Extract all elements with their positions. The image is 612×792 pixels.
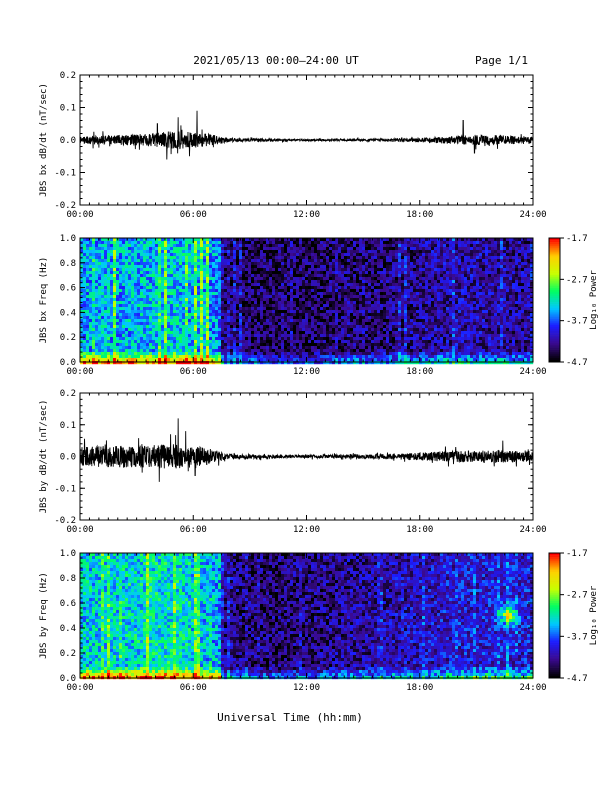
x-tick-label: 12:00: [293, 367, 320, 377]
y-tick-label: 1.0: [60, 549, 76, 559]
x-axis: 00:00 06:00 12:00 18:00 24:00: [66, 553, 547, 693]
x-tick-label: 18:00: [406, 525, 433, 535]
spectrogram-cells: [80, 238, 534, 365]
y-tick-label: -0.2: [54, 516, 76, 526]
x-tick-label: 00:00: [66, 367, 93, 377]
panel-3: 00:00 06:00 12:00 18:00 24:00 0.2 0.1 0.0 -0.1 -0…: [39, 389, 547, 535]
spectrogram-cells: [80, 553, 534, 680]
y-axis-label: JBS bx dB/dt (nT/sec): [39, 83, 49, 197]
colorbar-tick-label: -2.7: [566, 591, 588, 601]
y-tick-label: 0.1: [60, 104, 76, 114]
colorbar-tick-label: -1.7: [566, 549, 588, 559]
colorbar-tick-label: -2.7: [566, 275, 588, 285]
colorbar-tick-label: -4.7: [566, 358, 588, 368]
y-axis: 1.0 0.8 0.6 0.4 0.2 0.0: [60, 549, 533, 684]
y-tick-label: -0.1: [54, 169, 76, 179]
x-tick-label: 06:00: [180, 210, 207, 220]
colorbar-tick-label: -1.7: [566, 234, 588, 244]
x-tick-label: 00:00: [66, 525, 93, 535]
y-tick-label: 0.0: [60, 453, 76, 463]
y-tick-label: 0.4: [60, 624, 76, 634]
y-axis-label: JBS bx Freq (Hz): [39, 257, 49, 344]
x-tick-label: 18:00: [406, 367, 433, 377]
y-tick-label: 0.2: [60, 389, 76, 399]
y-axis: 1.0 0.8 0.6 0.4 0.2 0.0: [60, 234, 533, 368]
x-axis: 00:00 06:00 12:00 18:00 24:00: [66, 393, 547, 535]
x-tick-label: 12:00: [293, 525, 320, 535]
y-axis-label: JBS by dB/dt (nT/sec): [39, 400, 49, 514]
y-tick-label: 0.6: [60, 599, 76, 609]
x-tick-label: 06:00: [180, 367, 207, 377]
y-tick-label: 0.8: [60, 574, 76, 584]
y-tick-label: -0.2: [54, 201, 76, 211]
y-tick-label: 0.6: [60, 284, 76, 294]
panel-4: -1.7 -2.7 -3.7 -4.7 Log₁₀ Power 00:00 06:00 12:…: [39, 549, 599, 693]
y-axis: 0.2 0.1 0.0 -0.1 -0.2: [54, 389, 533, 526]
x-tick-label: 00:00: [66, 210, 93, 220]
x-tick-label: 24:00: [519, 367, 546, 377]
y-tick-label: 0.1: [60, 421, 76, 431]
x-tick-label: 18:00: [406, 683, 433, 693]
x-tick-label: 24:00: [519, 210, 546, 220]
x-tick-label: 12:00: [293, 683, 320, 693]
series-line: [79, 418, 534, 482]
y-tick-label: -0.1: [54, 484, 76, 494]
y-tick-label: 0.2: [60, 71, 76, 81]
y-tick-label: 0.8: [60, 259, 76, 269]
figure-title: 2021/05/13 00:00–24:00 UT: [193, 54, 359, 67]
x-axis: 00:00 06:00 12:00 18:00 24:00: [66, 75, 547, 220]
colorbar-tick-label: -3.7: [566, 317, 588, 327]
colorbar-label: Log₁₀ Power: [589, 270, 599, 330]
colorbar-tick-label: -4.7: [566, 674, 588, 684]
x-tick-label: 18:00: [406, 210, 433, 220]
series-line: [79, 110, 534, 160]
y-tick-label: 0.0: [60, 358, 76, 368]
y-tick-label: 0.4: [60, 308, 76, 318]
y-axis: 0.2 0.1 0.0 -0.1 -0.2: [54, 71, 533, 211]
y-tick-label: 0.0: [60, 136, 76, 146]
colorbar: -1.7 -2.7 -3.7 -4.7 Log₁₀ Power: [548, 549, 599, 684]
x-tick-label: 12:00: [293, 210, 320, 220]
y-tick-label: 0.2: [60, 649, 76, 659]
x-tick-label: 24:00: [519, 683, 546, 693]
colorbar-label: Log₁₀ Power: [589, 585, 599, 645]
y-axis-label: JBS by Freq (Hz): [39, 572, 49, 659]
panel-1: 00:00 06:00 12:00 18:00 24:00 0.2 0.1 0.0 -0.1 -0…: [39, 71, 547, 220]
x-axis: 00:00 06:00 12:00 18:00 24:00: [66, 238, 547, 377]
x-tick-label: 06:00: [180, 525, 207, 535]
y-tick-label: 1.0: [60, 234, 76, 244]
x-tick-label: 06:00: [180, 683, 207, 693]
panel-2: -1.7 -2.7 -3.7 -4.7 Log₁₀ Power 00:00 06:00 12:…: [39, 234, 599, 377]
y-tick-label: 0.0: [60, 674, 76, 684]
colorbar: -1.7 -2.7 -3.7 -4.7 Log₁₀ Power: [548, 234, 599, 368]
x-tick-label: 00:00: [66, 683, 93, 693]
x-axis-label: Universal Time (hh:mm): [217, 711, 363, 724]
x-tick-label: 24:00: [519, 525, 546, 535]
colorbar-tick-label: -3.7: [566, 632, 588, 642]
page-label: Page 1/1: [475, 54, 528, 67]
y-tick-label: 0.2: [60, 333, 76, 343]
